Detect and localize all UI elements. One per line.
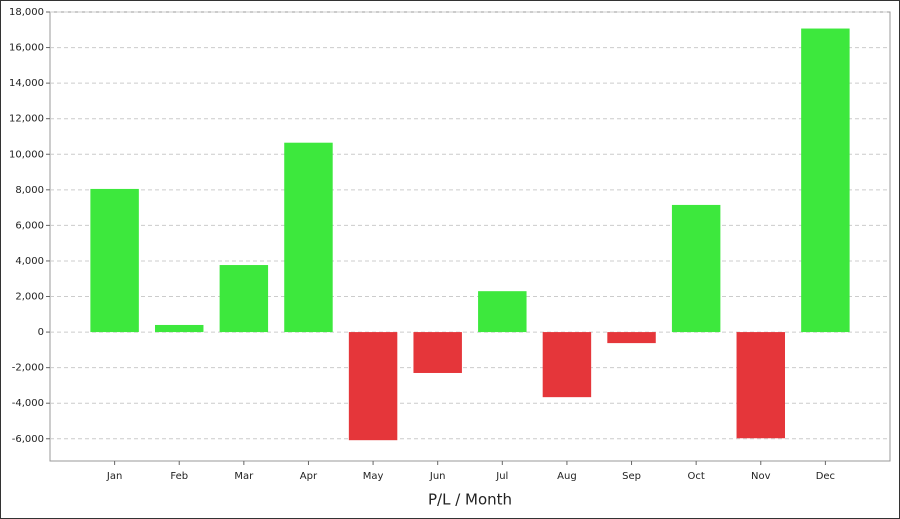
bar	[413, 332, 462, 373]
bar	[801, 28, 850, 333]
y-tick-label: -6,000	[12, 434, 44, 445]
x-tick-label: Jan	[106, 471, 122, 482]
bar	[736, 332, 785, 439]
x-tick-label: Feb	[170, 471, 188, 482]
x-tick-label: Aug	[557, 471, 577, 482]
x-axis-title: P/L / Month	[428, 491, 512, 509]
x-tick-label: Sep	[622, 471, 641, 482]
y-tick-label: 4,000	[15, 256, 44, 267]
x-tick-label: Oct	[688, 471, 705, 482]
x-tick-label: Mar	[234, 471, 254, 482]
bar	[90, 188, 139, 333]
y-tick-label: 14,000	[9, 78, 44, 89]
y-tick-label: 6,000	[15, 220, 44, 231]
bar	[219, 265, 269, 333]
y-tick-label: 2,000	[15, 292, 44, 303]
bar	[542, 332, 592, 398]
bar	[155, 324, 204, 333]
x-tick-label: Apr	[300, 471, 318, 482]
y-tick-label: -4,000	[12, 398, 44, 409]
y-tick-label: -2,000	[12, 363, 44, 374]
x-tick-label: May	[363, 471, 384, 482]
x-tick-label: Dec	[816, 471, 835, 482]
x-tick-label: Nov	[751, 471, 771, 482]
y-tick-label: 18,000	[9, 7, 44, 18]
x-tick-label: Jul	[495, 471, 508, 482]
bar	[607, 332, 656, 344]
bar	[478, 291, 527, 333]
y-tick-label: 10,000	[9, 149, 44, 160]
y-tick-label: 16,000	[9, 43, 44, 54]
bar	[348, 332, 398, 441]
x-tick-label: Jun	[429, 471, 446, 482]
y-tick-label: 12,000	[9, 114, 44, 125]
bar	[284, 142, 333, 333]
bar	[671, 204, 721, 333]
y-tick-label: 8,000	[15, 185, 44, 196]
y-tick-label: 0	[38, 327, 44, 338]
